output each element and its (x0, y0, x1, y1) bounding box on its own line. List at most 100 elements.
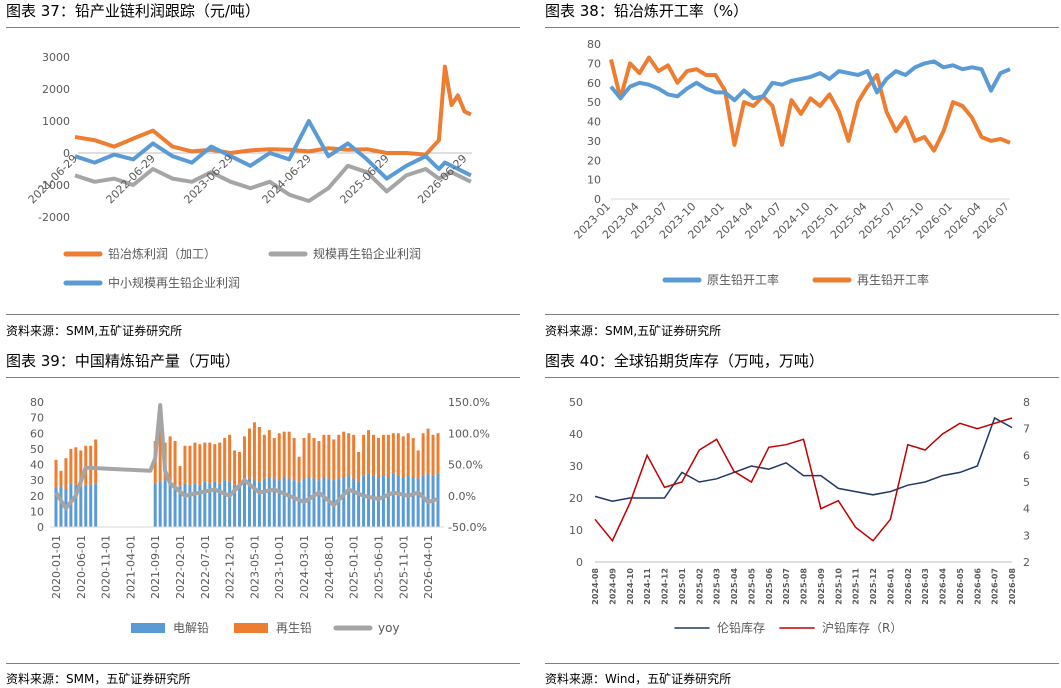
bar-electrolytic (367, 473, 371, 527)
x-tick-label: 2021-06-29 (26, 152, 80, 206)
futures-inventory-chart: 50 40 30 20 10 0 8 7 6 5 4 3 2 2024-08 2024-09 2024-10 2… (569, 396, 1030, 635)
y-tick-label: 50 (569, 396, 583, 409)
bar-electrolytic (252, 480, 256, 527)
y2-tick-label: 100.0% (448, 427, 490, 440)
bar-recycled (158, 427, 162, 482)
series-line-recycled (609, 55, 1011, 153)
bar-electrolytic (228, 481, 232, 527)
bar-recycled (178, 466, 182, 487)
x-tick-label: 2025-06-01 (372, 535, 385, 599)
bar-recycled (213, 444, 217, 482)
bar-recycled (64, 458, 68, 490)
y2-tick-label: 2 (1023, 556, 1030, 569)
bar-electrolytic (352, 478, 356, 527)
bar-recycled (59, 470, 63, 487)
bar-recycled (381, 434, 385, 476)
bar-recycled (376, 437, 380, 477)
bar-electrolytic (307, 477, 311, 527)
legend-label-electrolytic: 电解铅 (173, 621, 209, 635)
bar-electrolytic (193, 483, 197, 527)
bar-recycled (426, 428, 430, 474)
y-tick-label: 20 (30, 490, 44, 503)
bar-electrolytic (317, 480, 321, 527)
bar-recycled (302, 437, 306, 479)
bar-recycled (262, 434, 266, 479)
operating-rate-chart: 807060504030201002023-012023-042023-0720… (571, 38, 1012, 287)
bar-recycled (84, 445, 88, 485)
bar-electrolytic (312, 478, 316, 527)
bar-recycled (218, 442, 222, 484)
x-tick-label: 2021-09-01 (149, 535, 162, 599)
x-tick-label: 2025-01 (678, 568, 687, 605)
y-tick-label: 0 (576, 556, 583, 569)
bar-recycled (272, 437, 276, 479)
bar-electrolytic (54, 487, 58, 527)
bar-electrolytic (168, 483, 172, 527)
bar-recycled (372, 434, 376, 476)
bar-recycled (188, 445, 192, 485)
bar-recycled (208, 442, 212, 484)
panel-futures-inventory: 图表 40：全球铅期货库存（万吨，万吨） 50 40 30 20 10 0 8 7 6 5 4 3 2 2… (545, 350, 1059, 688)
bar-electrolytic (386, 477, 390, 527)
series-line-recycled_small (74, 119, 472, 181)
bar-recycled (411, 437, 415, 477)
bar-electrolytic (267, 477, 271, 527)
bar-electrolytic (188, 484, 192, 527)
bar-electrolytic (89, 484, 93, 527)
bar-recycled (282, 431, 286, 477)
bar-recycled (347, 433, 351, 476)
bar-electrolytic (178, 486, 182, 527)
bar-recycled (327, 434, 331, 479)
x-tick-label: 2023-10-01 (273, 535, 286, 599)
y-tick-label: 0 (63, 147, 70, 160)
x-tick-label: 2026-01 (886, 568, 895, 605)
legend-label-primary: 原生铅开工率 (707, 272, 779, 287)
bar-recycled (257, 427, 261, 482)
bar-electrolytic (292, 480, 296, 527)
bar-electrolytic (173, 484, 177, 527)
x-tick-label: 2026-05 (956, 568, 965, 605)
bar-recycled (54, 459, 58, 488)
bar-electrolytic (322, 477, 326, 527)
x-tick-label: 2025-10 (834, 568, 843, 605)
bar-recycled (287, 431, 291, 479)
bar-electrolytic (362, 475, 366, 527)
x-tick-label: 2025-05 (747, 568, 756, 605)
x-tick-label: 2025-12 (869, 568, 878, 605)
bar-recycled (352, 434, 356, 479)
x-tick-label: 2026-02 (904, 568, 913, 605)
bar-electrolytic (381, 475, 385, 527)
legend-label-smelting: 铅冶炼利润（加工） (108, 246, 216, 261)
y2-tick-label: 0.0% (448, 490, 476, 503)
panel-lead-profit: 图表 37：铅产业链利润跟踪（元/吨） 3000 2000 1000 0 -1000 -2… (6, 0, 520, 345)
bar-recycled (277, 433, 281, 481)
y-tick-label: 70 (587, 57, 601, 70)
x-tick-label: 2025-03 (713, 568, 722, 605)
y-tick-label: 1000 (42, 115, 70, 128)
bar-electrolytic (203, 481, 207, 527)
x-tick-label: 2024-09 (608, 568, 617, 605)
x-tick-label: 2020-11-01 (100, 535, 113, 599)
bar-recycled (89, 445, 93, 485)
x-tick-label: 2024-03-01 (298, 535, 311, 599)
source-divider (6, 314, 520, 315)
x-tick-label: 2025-08 (800, 568, 809, 605)
bar-electrolytic (357, 481, 361, 527)
y-tick-label: 10 (587, 174, 601, 187)
series-line-recycled_scale (74, 163, 472, 203)
legend-label-recycled_scale: 规模再生铅企业利润 (313, 246, 421, 261)
series-line-shfe (594, 417, 1013, 543)
y2-tick-label: 5 (1023, 476, 1030, 489)
y-tick-label: 50 (30, 443, 44, 456)
bar-recycled (406, 433, 410, 476)
bar-electrolytic (213, 481, 217, 527)
x-tick-label: 2020-01-01 (50, 535, 63, 599)
bar-recycled (193, 442, 197, 484)
bar-recycled (243, 436, 247, 481)
source-note: 资料来源：SMM,五矿证券研究所 (545, 324, 722, 338)
bar-electrolytic (347, 475, 351, 527)
bar-electrolytic (183, 483, 187, 527)
chart-title: 图表 37：铅产业链利润跟踪（元/吨） (6, 2, 260, 20)
chart-title: 图表 38：铅冶炼开工率（%） (545, 2, 749, 20)
bar-electrolytic (396, 475, 400, 527)
